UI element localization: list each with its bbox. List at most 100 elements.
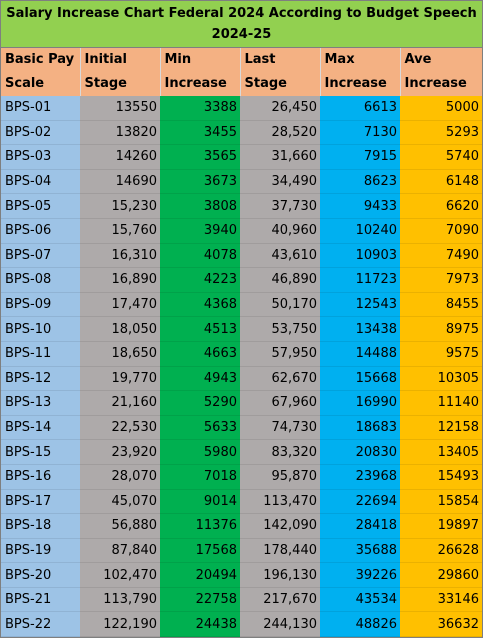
table-row: BPS-20 102,470 20494 196,130 39226 29860 <box>1 562 482 588</box>
table-row: BPS-07 16,310 4078 43,610 10903 7490 <box>1 243 482 269</box>
cell-min-increase: 22758 <box>160 587 240 613</box>
title-line-1: Salary Increase Chart Federal 2024 Accor… <box>6 6 477 21</box>
table-row: BPS-05 15,230 3808 37,730 9433 6620 <box>1 193 482 219</box>
table-row: BPS-10 18,050 4513 53,750 13438 8975 <box>1 316 482 342</box>
title-line-2: 2024-25 <box>211 27 272 42</box>
cell-pay-scale: BPS-22 <box>1 611 80 638</box>
cell-last-stage: 34,490 <box>240 169 320 195</box>
cell-last-stage: 37,730 <box>240 193 320 219</box>
cell-min-increase: 4078 <box>160 243 240 269</box>
cell-pay-scale: BPS-21 <box>1 587 80 613</box>
cell-pay-scale: BPS-11 <box>1 341 80 367</box>
cell-max-increase: 28418 <box>320 513 400 539</box>
header-label: Increase <box>404 76 467 91</box>
cell-pay-scale: BPS-08 <box>1 267 80 293</box>
cell-pay-scale: BPS-19 <box>1 538 80 564</box>
table-row: BPS-15 23,920 5980 83,320 20830 13405 <box>1 439 482 465</box>
cell-pay-scale: BPS-12 <box>1 366 80 392</box>
cell-pay-scale: BPS-01 <box>1 96 80 121</box>
table-row: BPS-19 87,840 17568 178,440 35688 26628 <box>1 538 482 564</box>
table-row: BPS-14 22,530 5633 74,730 18683 12158 <box>1 415 482 441</box>
cell-ave-increase: 5740 <box>400 144 482 170</box>
cell-min-increase: 3673 <box>160 169 240 195</box>
cell-ave-increase: 7090 <box>400 218 482 244</box>
cell-min-increase: 11376 <box>160 513 240 539</box>
cell-min-increase: 4943 <box>160 366 240 392</box>
cell-last-stage: 46,890 <box>240 267 320 293</box>
cell-initial-stage: 16,310 <box>80 243 160 269</box>
cell-last-stage: 31,660 <box>240 144 320 170</box>
table-row: BPS-21 113,790 22758 217,670 43534 33146 <box>1 587 482 613</box>
header-label: Max <box>324 52 355 67</box>
cell-pay-scale: BPS-03 <box>1 144 80 170</box>
cell-initial-stage: 113,790 <box>80 587 160 613</box>
cell-min-increase: 4513 <box>160 316 240 342</box>
cell-last-stage: 83,320 <box>240 439 320 465</box>
cell-initial-stage: 45,070 <box>80 489 160 515</box>
cell-min-increase: 5290 <box>160 390 240 416</box>
cell-initial-stage: 13550 <box>80 96 160 121</box>
cell-max-increase: 10240 <box>320 218 400 244</box>
header-max-increase: Max Increase <box>319 48 400 96</box>
cell-max-increase: 43534 <box>320 587 400 613</box>
table-row: BPS-12 19,770 4943 62,670 15668 10305 <box>1 366 482 392</box>
cell-ave-increase: 10305 <box>400 366 482 392</box>
header-label: Stage <box>84 76 127 91</box>
cell-min-increase: 4663 <box>160 341 240 367</box>
cell-initial-stage: 16,890 <box>80 267 160 293</box>
header-label: Ave <box>404 52 432 67</box>
cell-min-increase: 3388 <box>160 96 240 121</box>
cell-max-increase: 16990 <box>320 390 400 416</box>
cell-initial-stage: 18,650 <box>80 341 160 367</box>
cell-last-stage: 43,610 <box>240 243 320 269</box>
table-row: BPS-08 16,890 4223 46,890 11723 7973 <box>1 267 482 293</box>
cell-max-increase: 23968 <box>320 464 400 490</box>
table-row: BPS-22 122,190 24438 244,130 48826 36632 <box>1 611 482 638</box>
header-row: Basic Pay Scale Initial Stage Min Increase … <box>1 48 482 96</box>
cell-last-stage: 178,440 <box>240 538 320 564</box>
table-row: BPS-16 28,070 7018 95,870 23968 15493 <box>1 464 482 490</box>
cell-ave-increase: 36632 <box>400 611 482 638</box>
cell-max-increase: 7915 <box>320 144 400 170</box>
cell-initial-stage: 21,160 <box>80 390 160 416</box>
table-row: BPS-17 45,070 9014 113,470 22694 15854 <box>1 489 482 515</box>
header-min-increase: Min Increase <box>159 48 240 96</box>
cell-min-increase: 3565 <box>160 144 240 170</box>
header-ave-increase: Ave Increase <box>399 48 482 96</box>
cell-pay-scale: BPS-02 <box>1 120 80 146</box>
table-row: BPS-11 18,650 4663 57,950 14488 9575 <box>1 341 482 367</box>
cell-min-increase: 9014 <box>160 489 240 515</box>
table-row: BPS-09 17,470 4368 50,170 12543 8455 <box>1 292 482 318</box>
cell-max-increase: 35688 <box>320 538 400 564</box>
cell-min-increase: 5980 <box>160 439 240 465</box>
cell-initial-stage: 87,840 <box>80 538 160 564</box>
cell-pay-scale: BPS-14 <box>1 415 80 441</box>
cell-pay-scale: BPS-04 <box>1 169 80 195</box>
cell-initial-stage: 15,760 <box>80 218 160 244</box>
cell-last-stage: 28,520 <box>240 120 320 146</box>
cell-ave-increase: 5293 <box>400 120 482 146</box>
cell-pay-scale: BPS-09 <box>1 292 80 318</box>
header-label: Scale <box>5 76 45 91</box>
cell-last-stage: 40,960 <box>240 218 320 244</box>
cell-pay-scale: BPS-07 <box>1 243 80 269</box>
cell-max-increase: 8623 <box>320 169 400 195</box>
header-label: Last <box>244 52 276 67</box>
cell-ave-increase: 29860 <box>400 562 482 588</box>
cell-last-stage: 113,470 <box>240 489 320 515</box>
cell-max-increase: 18683 <box>320 415 400 441</box>
cell-pay-scale: BPS-13 <box>1 390 80 416</box>
header-label: Min <box>164 52 192 67</box>
table-row: BPS-01 13550 3388 26,450 6613 5000 <box>1 96 482 121</box>
cell-pay-scale: BPS-15 <box>1 439 80 465</box>
cell-initial-stage: 22,530 <box>80 415 160 441</box>
header-label: Increase <box>164 76 227 91</box>
header-last-stage: Last Stage <box>239 48 320 96</box>
cell-ave-increase: 12158 <box>400 415 482 441</box>
cell-last-stage: 196,130 <box>240 562 320 588</box>
cell-ave-increase: 33146 <box>400 587 482 613</box>
cell-min-increase: 4223 <box>160 267 240 293</box>
cell-min-increase: 7018 <box>160 464 240 490</box>
cell-max-increase: 10903 <box>320 243 400 269</box>
